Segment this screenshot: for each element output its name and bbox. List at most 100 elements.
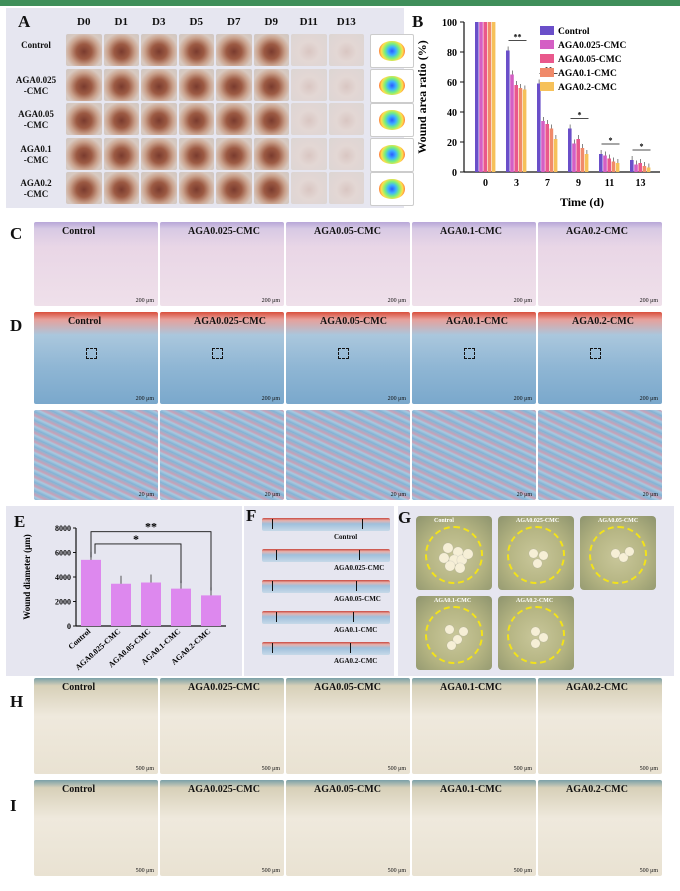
bar-mark	[522, 89, 527, 172]
histology-caption: Control	[62, 784, 96, 795]
bacterial-colony	[445, 625, 454, 634]
wound-heatmap	[370, 34, 414, 68]
wound-photo	[178, 103, 214, 135]
plate-caption: AGA0.1-CMC	[434, 598, 472, 604]
masson-image: AGA0.05-CMC 200 μm	[286, 312, 410, 404]
inhibition-ring	[425, 606, 483, 664]
y-tick-label: 100	[442, 18, 457, 29]
zoom-region-box	[590, 348, 601, 359]
y-tick-label: 20	[447, 138, 457, 149]
legend-label: AGA0.2-CMC	[558, 83, 617, 93]
scale-bar-label: 200 μm	[639, 396, 658, 402]
histology-image: AGA0.2-CMC 500 μm	[538, 780, 662, 876]
legend-swatch	[540, 26, 554, 35]
wound-photo	[103, 103, 139, 135]
bar-mark	[646, 167, 651, 172]
scale-bar-label: 20 μm	[264, 492, 280, 498]
masson-image: Control 200 μm	[34, 312, 158, 404]
bar-mark	[479, 22, 483, 172]
wound-edge-marker	[350, 643, 351, 653]
treatment-row-label: AGA0.025 -CMC	[8, 75, 64, 97]
bacterial-colony	[539, 551, 548, 560]
strip-caption: AGA0.2-CMC	[334, 657, 378, 665]
inhibition-ring	[507, 526, 565, 584]
wound-photo	[66, 137, 102, 170]
row-label-line2: -CMC	[23, 189, 49, 199]
wound-photo	[141, 34, 177, 66]
bar-mark	[514, 85, 518, 172]
legend-swatch	[540, 68, 554, 77]
wound-photo	[178, 68, 214, 101]
inhibition-ring	[507, 606, 565, 664]
bar-mark	[607, 158, 611, 172]
heatmap-blob	[379, 75, 405, 96]
bar-mark	[638, 163, 642, 172]
bar-mark	[615, 163, 620, 172]
significance-mark: **	[514, 33, 522, 42]
x-tick-label: 13	[636, 178, 646, 189]
histology-caption: AGA0.1-CMC	[440, 784, 502, 795]
treatment-row-label: AGA0.05 -CMC	[8, 109, 64, 131]
y-tick-label: 8000	[55, 524, 71, 533]
bacterial-colony	[463, 549, 473, 559]
agar-plate: AGA0.1-CMC	[416, 596, 492, 670]
row-label-line1: AGA0.1	[20, 143, 52, 154]
row-label-line1: AGA0.2	[20, 178, 52, 188]
masson-image: AGA0.2-CMC 200 μm	[538, 312, 662, 404]
scale-bar-label: 500 μm	[135, 766, 154, 772]
day-header: D9	[264, 16, 278, 28]
masson-image: AGA0.1-CMC 200 μm	[412, 312, 536, 404]
strip-caption: AGA0.1-CMC	[334, 626, 378, 634]
scale-bar-label: 200 μm	[513, 298, 532, 304]
histology-image: AGA0.025-CMC 500 μm	[160, 780, 284, 876]
histology-caption: AGA0.025-CMC	[188, 226, 260, 237]
bar-mark	[630, 160, 634, 172]
histology-image: Control 500 μm	[34, 678, 158, 774]
scale-bar-label: 200 μm	[261, 298, 280, 304]
scale-bar-label: 20 μm	[390, 492, 406, 498]
histology-image: AGA0.05-CMC 200 μm	[286, 222, 410, 306]
masson-caption: AGA0.1-CMC	[446, 316, 508, 327]
bar-mark	[572, 143, 576, 172]
wound-photo	[103, 68, 139, 101]
significance-mark: **	[145, 520, 157, 534]
day-header: D1	[114, 16, 128, 28]
scale-bar-label: 200 μm	[639, 298, 658, 304]
row-label-line2: -CMC	[23, 120, 49, 130]
bacterial-colony	[531, 639, 540, 648]
bacterial-colony	[449, 555, 459, 565]
row-label-line2: -CMC	[23, 85, 49, 96]
bacterial-colony	[611, 549, 620, 558]
significance-bracket	[94, 543, 182, 584]
zoom-region-box	[86, 348, 97, 359]
heatmap-blob	[379, 179, 405, 199]
day-header: D13	[336, 16, 356, 28]
wound-photo	[216, 172, 252, 204]
agar-plate: AGA0.05-CMC	[580, 516, 656, 590]
legend-label: AGA0.1-CMC	[558, 69, 617, 79]
wound-photo	[291, 34, 327, 66]
inhibition-ring	[425, 526, 483, 584]
plate-caption: AGA0.025-CMC	[516, 518, 560, 524]
wound-photo	[178, 137, 214, 170]
bar-mark	[491, 22, 496, 172]
histology-caption: Control	[62, 226, 96, 237]
masson-caption: Control	[68, 316, 102, 327]
panel-g-label: G	[398, 508, 412, 527]
y-tick-label: 6000	[55, 549, 71, 558]
strip-caption: AGA0.025-CMC	[334, 564, 385, 572]
tissue-strip	[262, 611, 390, 624]
wound-photo	[328, 137, 364, 170]
wound-edge-marker	[272, 519, 273, 529]
scale-bar-label: 200 μm	[135, 298, 154, 304]
scale-bar-label: 500 μm	[513, 766, 532, 772]
scale-bar-label: 500 μm	[387, 868, 406, 874]
wound-photo	[141, 172, 177, 204]
histology-image: Control 500 μm	[34, 780, 158, 876]
y-tick-label: 80	[447, 48, 457, 59]
bar-mark	[545, 124, 549, 172]
histology-caption: AGA0.05-CMC	[314, 682, 381, 693]
x-tick-label: 3	[514, 178, 519, 189]
bacterial-colony	[533, 559, 542, 568]
